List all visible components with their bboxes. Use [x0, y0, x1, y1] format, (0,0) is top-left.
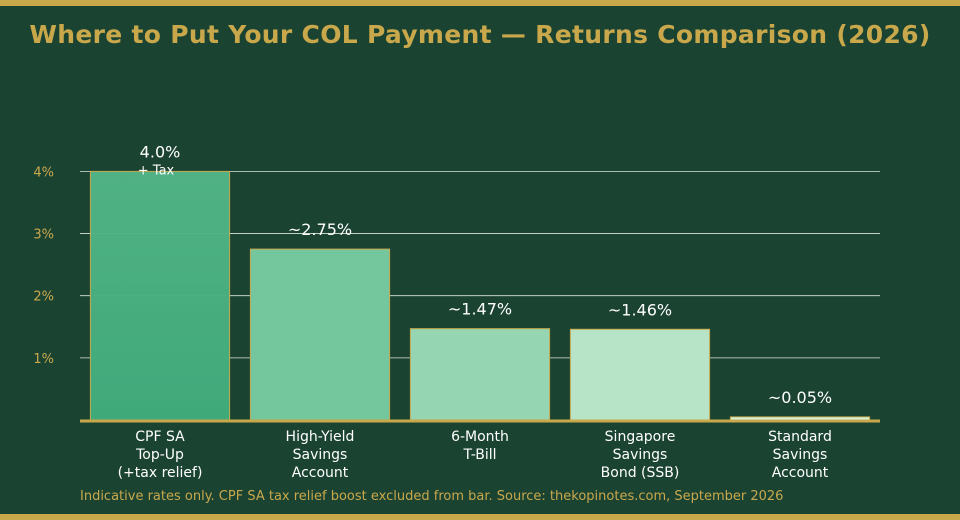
y-tick-label: 2%: [33, 290, 54, 305]
category-label-0: CPF SA: [135, 429, 185, 445]
bottom-accent-bar: [0, 514, 960, 520]
bars: [89, 170, 871, 421]
value-label-3: ~1.46%: [608, 300, 672, 319]
category-label-1: Savings: [293, 447, 348, 463]
y-tick-label: 3%: [33, 228, 54, 243]
y-tick-label: 1%: [33, 352, 54, 367]
y-tick-label: 4%: [33, 165, 54, 180]
value-sublabel-0: + Tax: [138, 163, 175, 178]
value-label-1: ~2.75%: [288, 220, 352, 239]
bar-2: [409, 328, 551, 421]
category-label-1: High-Yield: [286, 429, 355, 445]
category-label-4: Account: [772, 465, 829, 481]
category-label-2: T-Bill: [462, 447, 496, 463]
category-label-2: 6-Month: [451, 429, 509, 445]
category-labels: CPF SA Top-Up (+tax relief) High-Yield Savin…: [118, 429, 832, 481]
value-label-4: ~0.05%: [768, 388, 832, 407]
y-axis-ticks: 1% 2% 3% 4%: [33, 165, 54, 366]
bar-1: [249, 248, 391, 421]
value-label-2: ~1.47%: [448, 300, 512, 319]
top-accent-bar: [0, 0, 960, 6]
category-label-3: Singapore: [605, 429, 676, 445]
value-label-0: 4.0%: [140, 142, 181, 161]
category-label-0: (+tax relief): [118, 465, 203, 481]
chart-title: Where to Put Your COL Payment — Returns …: [29, 20, 931, 49]
category-label-3: Bond (SSB): [601, 465, 680, 481]
value-labels: 4.0% + Tax ~2.75% ~1.47% ~1.46% ~0.05%: [138, 142, 832, 406]
category-label-0: Top-Up: [135, 447, 184, 463]
category-label-3: Savings: [613, 447, 668, 463]
category-label-4: Savings: [773, 447, 828, 463]
bar-0: [89, 170, 231, 421]
bar-3: [569, 328, 711, 421]
category-label-4: Standard: [768, 429, 832, 445]
category-label-1: Account: [292, 465, 349, 481]
chart-footnote: Indicative rates only. CPF SA tax relief…: [80, 489, 784, 504]
